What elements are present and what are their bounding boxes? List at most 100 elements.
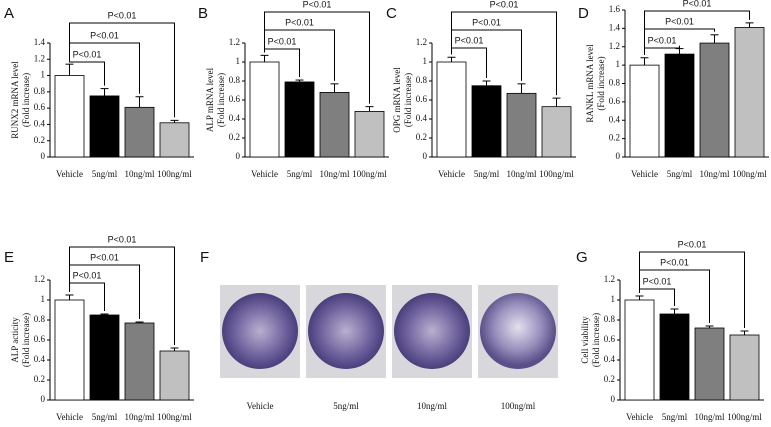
y-tick-label: 0.8 <box>604 314 616 324</box>
x-tick-label: 10ng/ml <box>124 169 155 179</box>
bar <box>284 81 315 158</box>
y-tick-label: 1.2 <box>609 41 620 51</box>
x-tick-label: 100ng/ml <box>539 169 574 179</box>
y-axis-label: (Fold increase) <box>591 313 601 367</box>
y-tick-label: 0.8 <box>229 75 241 85</box>
x-tick-label: Vehicle <box>631 169 658 179</box>
x-tick-label: 100ng/ml <box>732 169 767 179</box>
bar <box>124 322 155 401</box>
bar-chart: 0 0.2 0.4 0.6 0.8 1 1.2 1.4 1.6 RANKL mRNA level(… <box>585 0 769 179</box>
x-tick-label: 5ng/ml <box>662 412 688 422</box>
y-axis-label: Cell viability <box>580 316 590 364</box>
panel-label: F <box>200 249 209 266</box>
y-tick-label: 1 <box>236 56 241 66</box>
significance-label: P<0.01 <box>643 276 672 286</box>
y-axis-label: ALP mRNA level <box>205 67 215 132</box>
significance-bracket <box>69 22 175 118</box>
y-tick-label: 0 <box>236 151 241 161</box>
significance-bracket <box>69 246 175 345</box>
y-axis-label: RANKL mRNA level <box>585 44 595 123</box>
x-tick-label: 100ng/ml <box>727 412 762 422</box>
bar <box>89 95 120 158</box>
bar <box>124 106 155 158</box>
x-tick-label: 10ng/ml <box>506 169 537 179</box>
significance-label: P<0.01 <box>108 10 137 20</box>
bar <box>624 299 655 401</box>
y-tick-label: 0.6 <box>229 94 241 104</box>
x-tick-label: 10ng/ml <box>124 412 155 422</box>
y-axis-label: OPG mRNA level <box>392 67 402 133</box>
bar <box>729 334 760 401</box>
bar <box>89 314 120 401</box>
bar-chart: 0 0.2 0.4 0.6 0.8 1 1.2 OPG mRNA level (Fold inc… <box>392 0 576 179</box>
well <box>308 293 384 369</box>
bar <box>659 313 690 401</box>
bar <box>694 327 725 401</box>
significance-label: P<0.01 <box>472 17 501 27</box>
y-tick-label: 0.2 <box>604 374 615 384</box>
bar <box>159 350 190 401</box>
panel-label: D <box>578 5 589 22</box>
significance-label: P<0.01 <box>73 270 102 280</box>
bar <box>699 42 730 158</box>
panel-label: E <box>4 249 14 266</box>
bar-chart: 0 0.2 0.4 0.6 0.8 1 1.2 Cell viability (Fold inc… <box>580 239 764 422</box>
bar-chart: 0 0.2 0.4 0.6 0.8 1 1.2 1.4 RUNX2 mRNA level (Fol… <box>10 10 194 179</box>
y-tick-label: 0 <box>616 151 621 161</box>
bar <box>629 64 660 158</box>
x-tick-label: Vehicle <box>251 169 278 179</box>
panel-label: C <box>386 5 397 22</box>
significance-label: P<0.01 <box>455 35 484 45</box>
y-tick-label: 1 <box>423 56 428 66</box>
image-caption: 5ng/ml <box>333 401 359 411</box>
y-tick-label: 0.2 <box>609 133 620 143</box>
y-axis-label: (Fold increase) <box>21 73 31 127</box>
bar <box>436 61 467 158</box>
well <box>480 293 556 369</box>
x-tick-label: 100ng/ml <box>157 412 192 422</box>
significance-label: P<0.01 <box>73 49 102 59</box>
significance-label: P<0.01 <box>648 35 677 45</box>
significance-bracket <box>264 11 370 104</box>
x-tick-label: Vehicle <box>438 169 465 179</box>
y-tick-label: 0.2 <box>229 132 240 142</box>
y-tick-label: 0.6 <box>604 334 616 344</box>
significance-label: P<0.01 <box>665 16 694 26</box>
bar <box>354 111 385 158</box>
significance-bracket <box>69 61 105 86</box>
significance-bracket <box>639 251 745 328</box>
bar <box>159 122 190 158</box>
significance-label: P<0.01 <box>108 234 137 244</box>
x-tick-label: 10ng/ml <box>694 412 725 422</box>
significance-label: P<0.01 <box>678 239 707 249</box>
significance-bracket <box>644 10 750 55</box>
significance-label: P<0.01 <box>490 0 519 9</box>
image-caption: 100ng/ml <box>501 401 536 411</box>
panel-label: A <box>4 5 14 22</box>
x-tick-label: 100ng/ml <box>157 169 192 179</box>
y-tick-label: 1.2 <box>604 274 615 284</box>
y-tick-label: 0.4 <box>229 113 241 123</box>
y-tick-label: 0.4 <box>604 354 616 364</box>
y-tick-label: 0.4 <box>34 354 46 364</box>
significance-label: P<0.01 <box>268 36 297 46</box>
well-images <box>220 285 558 378</box>
bar <box>541 106 572 158</box>
significance-label: P<0.01 <box>683 0 712 8</box>
y-tick-label: 1.2 <box>34 53 45 63</box>
x-tick-label: 5ng/ml <box>667 169 693 179</box>
y-tick-label: 0 <box>611 394 616 404</box>
y-axis-label: RUNX2 mRNA level <box>10 61 20 139</box>
y-tick-label: 0.6 <box>34 102 46 112</box>
x-tick-label: Vehicle <box>56 412 83 422</box>
y-axis-label: ALP acticity <box>10 317 20 363</box>
y-tick-label: 0.6 <box>416 94 428 104</box>
significance-label: P<0.01 <box>285 17 314 27</box>
x-tick-label: Vehicle <box>626 412 653 422</box>
y-axis-label: (Fold increase) <box>596 56 606 110</box>
bar <box>319 92 350 158</box>
y-tick-label: 0.2 <box>416 132 427 142</box>
x-tick-label: 5ng/ml <box>92 412 118 422</box>
y-tick-label: 0.6 <box>609 96 621 106</box>
y-tick-label: 0 <box>423 151 428 161</box>
